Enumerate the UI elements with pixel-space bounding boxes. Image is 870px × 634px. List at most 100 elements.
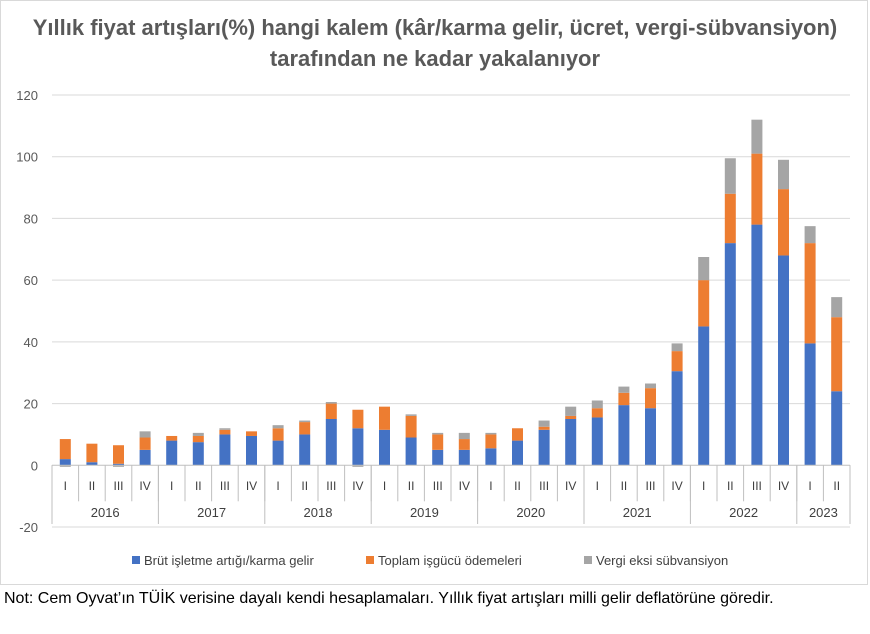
category-label: II (89, 479, 96, 493)
bar-segment (405, 414, 417, 416)
category-label: IV (352, 479, 363, 493)
bar-segment (192, 432, 204, 436)
legend-swatch (132, 556, 140, 564)
legend-label: Toplam işgücü ödemeleri (378, 553, 522, 568)
chart-title: Yıllık fiyat artışları(%) hangi kalem (k… (32, 15, 838, 71)
bar-segment (645, 408, 656, 466)
bar-segment (352, 465, 364, 467)
bar-segment (831, 391, 843, 466)
bar-segment (618, 392, 630, 406)
bar-segment (512, 440, 523, 466)
category-label: II (727, 479, 734, 493)
category-label: I (808, 479, 811, 493)
bar-segment (432, 432, 444, 435)
group-label: 2022 (729, 505, 758, 520)
category-label: II (514, 479, 521, 493)
category-label: I (383, 479, 386, 493)
bar-segment (113, 465, 124, 467)
category-label: III (113, 479, 123, 493)
category-label: I (596, 479, 599, 493)
bar-segment (139, 431, 151, 438)
bar-segment (804, 343, 816, 466)
category-label: II (195, 479, 202, 493)
bar-segment (724, 158, 736, 194)
bar-segment (831, 317, 843, 392)
category-label: III (326, 479, 336, 493)
bar-segment (591, 417, 603, 466)
category-label: III (752, 479, 762, 493)
legend-swatch (584, 556, 592, 564)
bars (59, 119, 843, 467)
bar-segment (272, 425, 284, 429)
bar-segment (751, 224, 763, 466)
legend: Brüt işletme artığı/karma gelir Toplam iş… (132, 553, 728, 568)
bar-segment (379, 406, 390, 430)
category-label: I (170, 479, 173, 493)
y-tick-label: 120 (16, 88, 38, 103)
bar-segment (804, 226, 816, 244)
y-axis: -20 0 20 40 60 80 100 120 (16, 88, 38, 535)
group-label: 2021 (623, 505, 652, 520)
bar-segment (831, 297, 843, 318)
bar-segment (751, 153, 763, 225)
y-tick-label: 80 (24, 211, 38, 226)
bar-segment (272, 428, 284, 441)
bar-segment (246, 431, 257, 436)
bar-segment (751, 119, 763, 154)
bar-segment (192, 435, 204, 443)
group-label: 2020 (516, 505, 545, 520)
bar-segment (219, 429, 231, 435)
bar-segment (485, 434, 497, 449)
bar-segment (139, 437, 151, 450)
group-label: 2023 (809, 505, 838, 520)
bar-segment (139, 449, 151, 466)
category-label: II (833, 479, 840, 493)
category-label: II (621, 479, 628, 493)
bar-segment (272, 440, 284, 466)
bar-segment (618, 405, 630, 466)
legend-label: Vergi eksi sübvansiyon (596, 553, 728, 568)
bar-segment (219, 428, 231, 430)
bar-segment (512, 428, 523, 441)
bar-segment (485, 448, 497, 466)
bar-segment (325, 419, 337, 466)
bar-segment (724, 243, 736, 466)
bar-segment (538, 420, 550, 427)
category-label: I (64, 479, 67, 493)
category-label: IV (246, 479, 257, 493)
bar-segment (299, 434, 311, 466)
category-label: III (645, 479, 655, 493)
y-tick-label: 40 (24, 335, 38, 350)
y-tick-label: 20 (24, 397, 38, 412)
group-label: 2016 (91, 505, 120, 520)
bar-segment (219, 434, 231, 466)
bar-segment (698, 280, 710, 327)
category-label: III (433, 479, 443, 493)
bar-segment (299, 422, 311, 435)
bar-segment (113, 445, 124, 464)
bar-segment (325, 402, 337, 404)
bar-segment (724, 193, 736, 244)
category-label: II (301, 479, 308, 493)
bar-segment (352, 409, 364, 429)
bar-segment (671, 351, 683, 372)
chart-frame (0, 0, 868, 585)
y-tick-label: -20 (19, 520, 38, 535)
bar-segment (299, 420, 311, 423)
grid-lines (52, 94, 850, 528)
bar-segment (432, 449, 444, 466)
category-label: I (702, 479, 705, 493)
bar-segment (778, 159, 789, 190)
bar-segment (591, 408, 603, 418)
bar-segment (379, 429, 390, 466)
bar-segment (565, 419, 577, 466)
category-label: I (276, 479, 279, 493)
bar-segment (538, 429, 550, 466)
bar-segment (804, 243, 816, 344)
bar-segment (458, 439, 470, 450)
bar-segment (432, 434, 444, 450)
category-label: IV (139, 479, 150, 493)
bar-segment (565, 406, 577, 416)
category-label: III (220, 479, 230, 493)
